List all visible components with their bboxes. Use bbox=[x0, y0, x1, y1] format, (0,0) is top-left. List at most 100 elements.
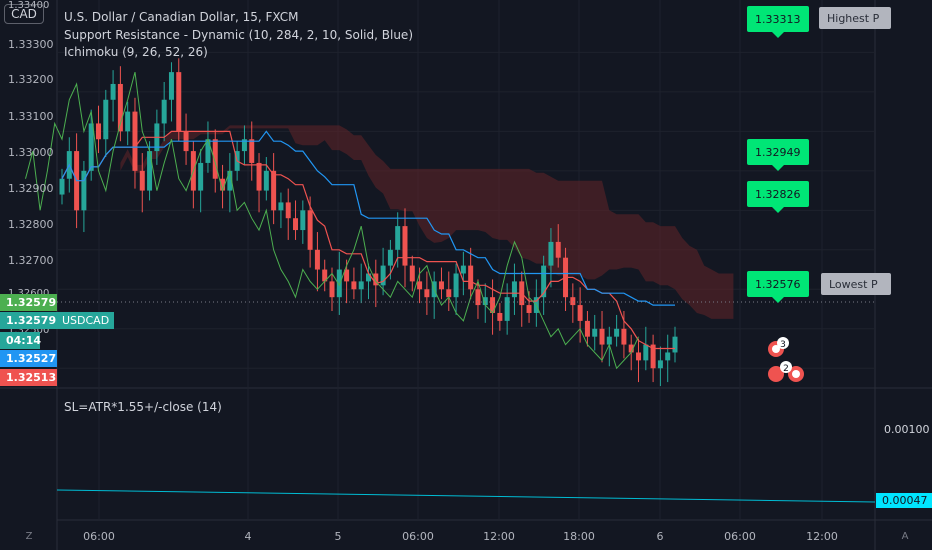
time-tick: 4 bbox=[244, 530, 252, 543]
candle bbox=[628, 344, 634, 353]
event-badge-a bbox=[777, 337, 789, 349]
candle bbox=[584, 320, 590, 337]
event-badge-b bbox=[780, 361, 792, 373]
candle bbox=[592, 328, 598, 337]
indicator-atr[interactable]: SL=ATR*1.55+/-close (14) bbox=[64, 400, 222, 414]
price-tick: 1.33000 bbox=[8, 146, 54, 159]
event-markers[interactable]: 3 2 bbox=[768, 337, 804, 382]
candle bbox=[482, 297, 488, 306]
candle bbox=[665, 352, 671, 361]
candle bbox=[256, 162, 262, 191]
candle bbox=[380, 265, 386, 286]
candle bbox=[387, 249, 393, 266]
candle bbox=[606, 336, 612, 345]
atr-line bbox=[56, 489, 876, 503]
lower-scale-tick: 0.00100 bbox=[884, 423, 930, 436]
base-line bbox=[61, 130, 675, 306]
candle bbox=[139, 170, 145, 191]
lagging-span bbox=[25, 71, 639, 370]
price-tick: 1.32900 bbox=[8, 182, 54, 195]
candle bbox=[329, 281, 335, 298]
candle bbox=[147, 151, 153, 191]
countdown-tag: 04:14 bbox=[0, 332, 41, 349]
event-badge-b-text: 2 bbox=[783, 364, 789, 374]
event-marker-a-center bbox=[772, 345, 780, 353]
candle bbox=[336, 269, 342, 298]
candle bbox=[103, 99, 109, 140]
candle bbox=[271, 170, 277, 211]
candle bbox=[322, 269, 328, 282]
level-callout: 1.32826 bbox=[747, 181, 809, 213]
candle bbox=[614, 328, 620, 337]
event-badge-a-text: 3 bbox=[780, 340, 786, 350]
candle bbox=[95, 123, 101, 140]
indicator-ichimoku[interactable]: Ichimoku (9, 26, 52, 26) bbox=[64, 45, 208, 59]
level-callout: 1.33313 bbox=[747, 6, 809, 38]
candle bbox=[59, 178, 65, 195]
level-callout: 1.32576 bbox=[747, 271, 809, 303]
price-tick: 1.33100 bbox=[8, 110, 54, 123]
candle bbox=[395, 226, 401, 250]
ichimoku-cloud bbox=[120, 125, 734, 319]
zoom-icon[interactable]: Z bbox=[25, 530, 33, 542]
last-price-tag: 1.32579 bbox=[0, 294, 57, 311]
candle bbox=[643, 344, 649, 361]
candle bbox=[300, 210, 306, 231]
time-tick: 06:00 bbox=[724, 530, 756, 543]
price-tick: 1.32700 bbox=[8, 254, 54, 267]
candle bbox=[212, 139, 218, 179]
candle bbox=[409, 265, 415, 282]
candle bbox=[227, 170, 233, 191]
currency-button[interactable]: CAD bbox=[4, 4, 44, 24]
time-tick: 12:00 bbox=[483, 530, 515, 543]
candle bbox=[161, 99, 167, 124]
candle bbox=[307, 210, 313, 250]
base-line-tag: 1.32513 bbox=[0, 369, 57, 386]
candle bbox=[110, 83, 116, 100]
candle bbox=[125, 111, 131, 132]
candle bbox=[88, 123, 94, 171]
candle bbox=[198, 162, 204, 191]
candle bbox=[293, 218, 299, 231]
candle bbox=[358, 281, 364, 290]
candle bbox=[453, 273, 459, 298]
candle bbox=[599, 328, 605, 345]
candle bbox=[475, 289, 481, 306]
candle bbox=[81, 170, 87, 211]
symbol-price-tag: 1.32579 bbox=[0, 312, 57, 329]
candle bbox=[511, 281, 517, 298]
symbol-tag: USDCAD bbox=[57, 312, 115, 329]
candle bbox=[650, 344, 656, 369]
candle bbox=[555, 241, 561, 258]
lower-scale-current: 0.00047 bbox=[876, 493, 932, 508]
candle bbox=[314, 249, 320, 270]
indicator-support-resistance[interactable]: Support Resistance - Dynamic (10, 284, 2… bbox=[64, 28, 413, 42]
lowest-price-label: Lowest P bbox=[821, 273, 891, 295]
candle bbox=[205, 139, 211, 163]
chart-title[interactable]: U.S. Dollar / Canadian Dollar, 15, FXCM bbox=[64, 10, 299, 24]
candle bbox=[468, 265, 474, 290]
candle bbox=[132, 111, 138, 171]
candle bbox=[490, 297, 496, 313]
time-tick: 6 bbox=[656, 530, 664, 543]
candle bbox=[366, 273, 371, 282]
candle bbox=[417, 281, 423, 290]
candle bbox=[438, 281, 444, 290]
candle bbox=[672, 336, 678, 353]
candle bbox=[657, 360, 663, 369]
price-tick-partial: 1.32600 bbox=[8, 288, 49, 299]
candle bbox=[373, 273, 379, 286]
candle bbox=[497, 312, 503, 321]
event-marker-b[interactable] bbox=[768, 366, 784, 382]
price-tick: 1.32800 bbox=[8, 218, 54, 231]
candle bbox=[344, 269, 350, 282]
candle bbox=[548, 241, 554, 266]
candle bbox=[636, 352, 642, 361]
candle bbox=[570, 297, 576, 306]
auto-scale-icon[interactable]: A bbox=[901, 530, 909, 542]
candle bbox=[263, 170, 269, 191]
candle bbox=[168, 72, 174, 100]
candle bbox=[351, 281, 357, 290]
price-tick-top: 1.33400 bbox=[8, 0, 50, 11]
